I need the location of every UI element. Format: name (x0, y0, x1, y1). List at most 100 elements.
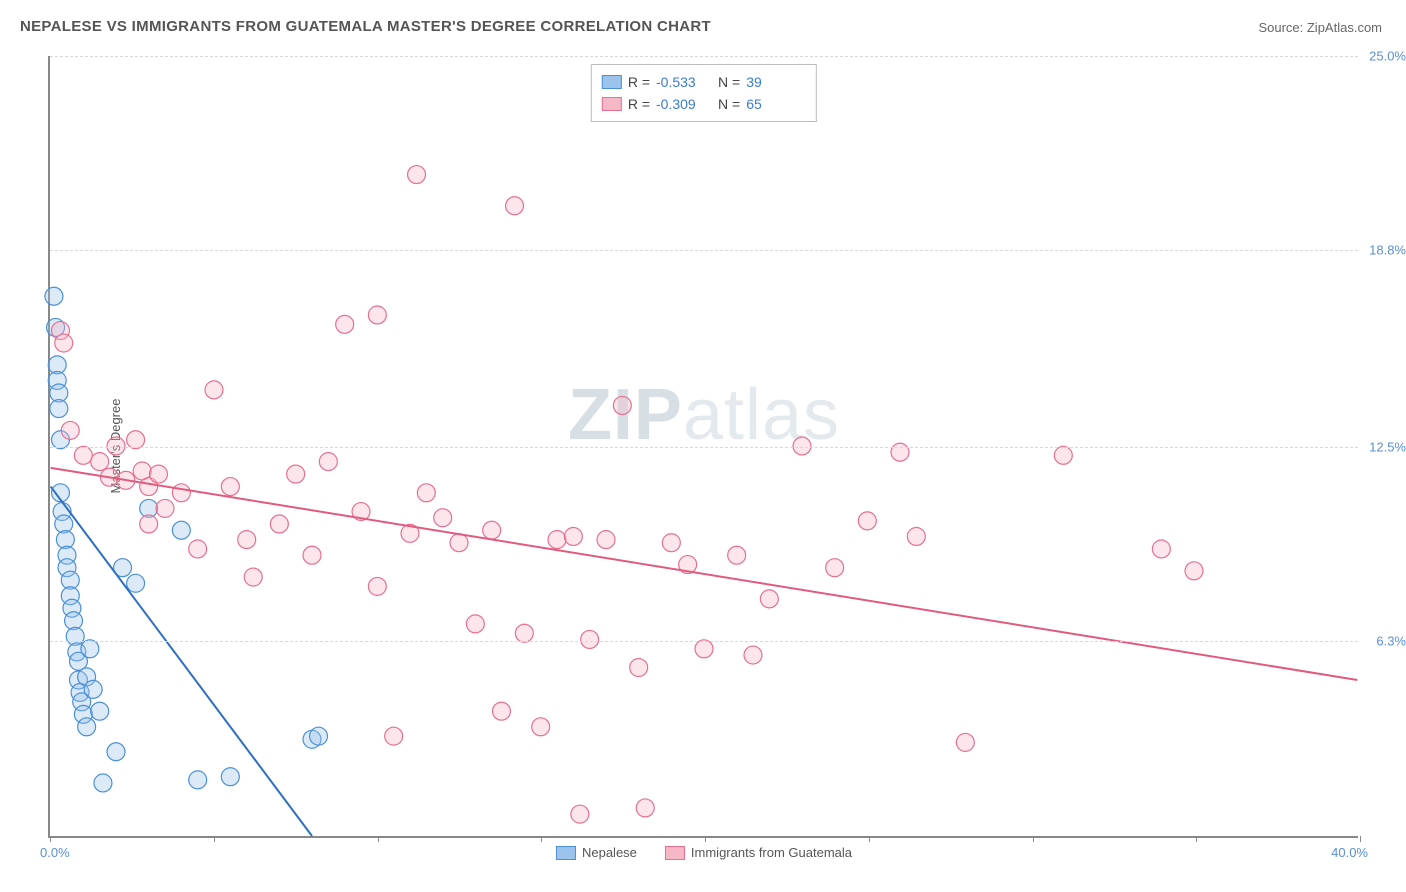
scatter-point (270, 515, 288, 533)
scatter-point (636, 799, 654, 817)
scatter-point (319, 453, 337, 471)
scatter-point (630, 659, 648, 677)
scatter-point (78, 718, 96, 736)
stat-r-0: -0.533 (656, 74, 712, 90)
x-tick-mark (214, 836, 215, 842)
x-min-label: 0.0% (40, 845, 70, 860)
chart-svg (50, 56, 1358, 836)
scatter-point (760, 590, 778, 608)
legend-swatch-1 (665, 846, 685, 860)
scatter-point (45, 287, 63, 305)
stat-r-label: R = (628, 96, 650, 112)
scatter-point (532, 718, 550, 736)
x-tick-mark (1033, 836, 1034, 842)
scatter-point (50, 400, 68, 418)
scatter-point (189, 540, 207, 558)
scatter-point (84, 680, 102, 698)
x-tick-mark (869, 836, 870, 842)
scatter-point (515, 624, 533, 642)
scatter-point (1054, 446, 1072, 464)
scatter-point (506, 197, 524, 215)
gridline-h (50, 250, 1358, 251)
scatter-point (94, 774, 112, 792)
scatter-point (564, 528, 582, 546)
stats-row-1: R = -0.309 N = 65 (602, 93, 802, 115)
scatter-point (1185, 562, 1203, 580)
stat-n-label: N = (718, 74, 740, 90)
gridline-h (50, 447, 1358, 448)
scatter-point (91, 702, 109, 720)
scatter-point (826, 559, 844, 577)
scatter-point (1152, 540, 1170, 558)
y-tick-label: 18.8% (1366, 242, 1406, 257)
scatter-point (336, 315, 354, 333)
bottom-legend: Nepalese Immigrants from Guatemala (556, 845, 852, 860)
scatter-point (140, 515, 158, 533)
chart-title: NEPALESE VS IMMIGRANTS FROM GUATEMALA MA… (20, 18, 711, 35)
stats-legend: R = -0.533 N = 39 R = -0.309 N = 65 (591, 64, 817, 122)
scatter-point (492, 702, 510, 720)
stats-swatch-1 (602, 97, 622, 111)
y-tick-label: 12.5% (1366, 440, 1406, 455)
stats-swatch-0 (602, 75, 622, 89)
stats-row-0: R = -0.533 N = 39 (602, 71, 802, 93)
scatter-point (548, 531, 566, 549)
scatter-point (417, 484, 435, 502)
scatter-point (172, 484, 190, 502)
x-tick-mark (705, 836, 706, 842)
scatter-point (662, 534, 680, 552)
y-tick-label: 6.3% (1366, 633, 1406, 648)
scatter-point (189, 771, 207, 789)
scatter-point (907, 528, 925, 546)
plot-area: Master's Degree ZIPatlas R = -0.533 N = … (48, 56, 1358, 838)
x-max-label: 40.0% (1331, 845, 1368, 860)
x-tick-mark (1196, 836, 1197, 842)
scatter-point (205, 381, 223, 399)
legend-item-1: Immigrants from Guatemala (665, 845, 852, 860)
scatter-point (81, 640, 99, 658)
scatter-point (368, 306, 386, 324)
scatter-point (613, 396, 631, 414)
scatter-point (434, 509, 452, 527)
scatter-point (172, 521, 190, 539)
scatter-point (956, 733, 974, 751)
scatter-point (891, 443, 909, 461)
stat-r-label: R = (628, 74, 650, 90)
scatter-point (74, 446, 92, 464)
legend-label-1: Immigrants from Guatemala (691, 845, 852, 860)
scatter-point (408, 166, 426, 184)
scatter-point (571, 805, 589, 823)
legend-label-0: Nepalese (582, 845, 637, 860)
chart-container: NEPALESE VS IMMIGRANTS FROM GUATEMALA MA… (0, 0, 1406, 892)
stat-n-0: 39 (746, 74, 802, 90)
scatter-point (149, 465, 167, 483)
scatter-point (858, 512, 876, 530)
x-tick-mark (378, 836, 379, 842)
stat-n-label: N = (718, 96, 740, 112)
y-tick-label: 25.0% (1366, 49, 1406, 64)
scatter-point (91, 453, 109, 471)
scatter-point (581, 630, 599, 648)
legend-swatch-0 (556, 846, 576, 860)
source-label: Source: ZipAtlas.com (1258, 20, 1382, 35)
scatter-point (695, 640, 713, 658)
scatter-point (310, 727, 328, 745)
scatter-point (597, 531, 615, 549)
scatter-point (385, 727, 403, 745)
scatter-point (793, 437, 811, 455)
stat-n-1: 65 (746, 96, 802, 112)
scatter-point (107, 743, 125, 761)
scatter-point (127, 574, 145, 592)
scatter-point (244, 568, 262, 586)
scatter-point (156, 499, 174, 517)
x-tick-mark (1360, 836, 1361, 842)
gridline-h (50, 641, 1358, 642)
legend-item-0: Nepalese (556, 845, 637, 860)
scatter-point (303, 546, 321, 564)
scatter-point (55, 334, 73, 352)
scatter-point (744, 646, 762, 664)
gridline-h (50, 56, 1358, 57)
scatter-point (238, 531, 256, 549)
scatter-point (728, 546, 746, 564)
scatter-point (61, 421, 79, 439)
